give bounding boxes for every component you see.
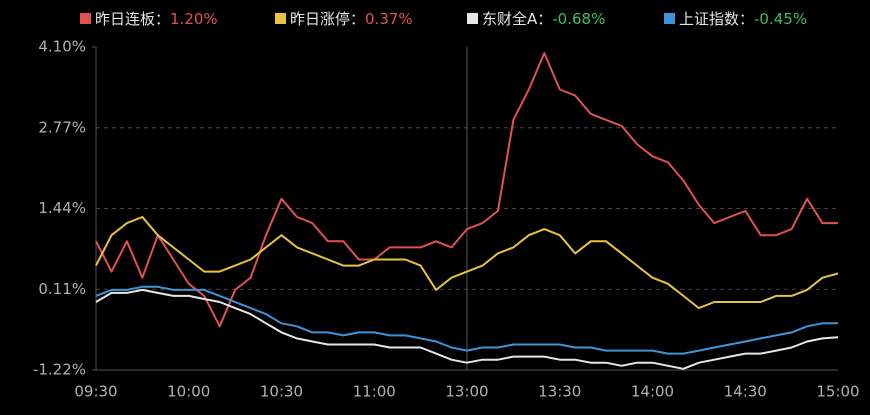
legend-name: 昨日涨停： [290, 10, 365, 28]
x-tick-label: 10:30 [260, 383, 303, 401]
legend-label: 昨日涨停：0.37% [290, 10, 413, 28]
legend-value: 1.20% [170, 10, 218, 28]
series-line [95, 52, 838, 328]
series-line [95, 216, 839, 310]
legend-swatch [80, 13, 91, 24]
legend-value: -0.68% [552, 10, 605, 28]
legend-value: 0.37% [365, 10, 413, 28]
legend-name: 东财全A： [482, 10, 552, 28]
legend-swatch [275, 13, 286, 24]
legend-swatch [467, 13, 478, 24]
y-tick-label: 0.11% [38, 280, 86, 298]
x-tick-label: 15:00 [816, 383, 859, 401]
legend-label: 东财全A：-0.68% [482, 10, 605, 28]
legend-name: 昨日连板： [95, 10, 170, 28]
y-tick-label: 4.10% [38, 38, 86, 56]
y-tick-label: -1.22% [33, 361, 86, 379]
x-tick-label: 13:30 [538, 383, 581, 401]
y-tick-label: 2.77% [38, 118, 86, 136]
x-tick-label: 09:30 [74, 383, 117, 401]
x-tick-label: 14:00 [631, 383, 674, 401]
y-tick-label: 1.44% [38, 199, 86, 217]
legend-name: 上证指数： [679, 10, 754, 28]
x-tick-label: 14:30 [724, 383, 767, 401]
series-line [95, 285, 838, 355]
legend-value: -0.45% [754, 10, 807, 28]
x-tick-label: 11:00 [353, 383, 396, 401]
series-line [95, 288, 839, 370]
legend-label: 昨日连板：1.20% [95, 10, 218, 28]
legend-label: 上证指数：-0.45% [679, 10, 807, 28]
legend-swatch [664, 13, 675, 24]
x-tick-label: 13:00 [445, 383, 488, 401]
x-tick-label: 10:00 [167, 383, 210, 401]
